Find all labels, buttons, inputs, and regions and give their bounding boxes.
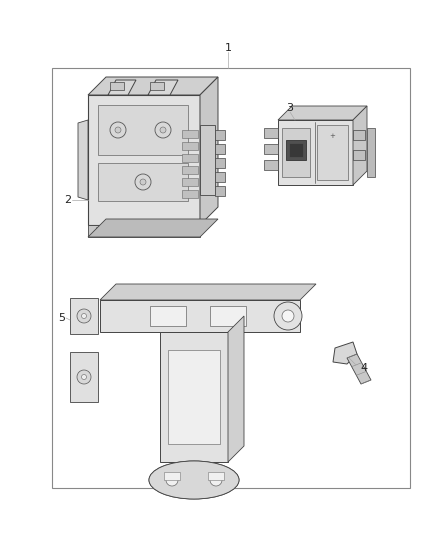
Bar — [182, 166, 198, 174]
Circle shape — [274, 302, 302, 330]
Bar — [215, 130, 225, 140]
Circle shape — [166, 474, 178, 486]
Bar — [353, 150, 365, 160]
Bar — [96, 227, 104, 235]
Bar — [150, 82, 164, 90]
Bar — [264, 160, 278, 170]
Circle shape — [140, 179, 146, 185]
Circle shape — [77, 309, 91, 323]
Bar — [367, 128, 375, 177]
Bar — [282, 128, 310, 177]
Bar — [215, 158, 225, 168]
Bar — [200, 125, 215, 195]
Bar — [278, 120, 353, 185]
Circle shape — [155, 122, 171, 138]
Circle shape — [135, 174, 151, 190]
Bar — [88, 225, 200, 237]
Polygon shape — [353, 106, 367, 185]
Bar — [88, 95, 200, 225]
Bar — [317, 125, 348, 180]
Polygon shape — [88, 77, 218, 95]
Polygon shape — [78, 120, 88, 200]
Circle shape — [210, 474, 222, 486]
Text: 2: 2 — [64, 195, 71, 205]
Bar — [286, 140, 306, 160]
Bar — [160, 332, 228, 462]
Circle shape — [110, 122, 126, 138]
Text: 4: 4 — [360, 363, 367, 373]
Polygon shape — [100, 284, 316, 300]
Polygon shape — [148, 80, 178, 95]
Polygon shape — [333, 342, 357, 364]
Bar — [150, 306, 186, 326]
Bar — [215, 172, 225, 182]
Circle shape — [81, 375, 86, 379]
Circle shape — [115, 127, 121, 133]
Bar — [168, 350, 220, 444]
Bar — [98, 163, 188, 201]
Bar — [110, 82, 124, 90]
Bar — [98, 105, 188, 155]
Circle shape — [77, 370, 91, 384]
Bar — [52, 68, 410, 488]
Text: 5: 5 — [59, 313, 66, 323]
Circle shape — [81, 313, 86, 319]
Text: +: + — [329, 133, 335, 139]
Bar — [108, 227, 116, 235]
Circle shape — [160, 127, 166, 133]
Bar — [182, 130, 198, 138]
Polygon shape — [278, 106, 367, 120]
Bar — [264, 144, 278, 154]
Polygon shape — [88, 219, 218, 237]
Bar — [289, 143, 303, 157]
Bar — [264, 128, 278, 138]
Circle shape — [282, 310, 294, 322]
Bar — [182, 190, 198, 198]
Text: 3: 3 — [286, 103, 293, 113]
Bar — [210, 306, 246, 326]
Bar — [120, 227, 128, 235]
Bar — [100, 300, 300, 332]
Bar — [182, 154, 198, 162]
Bar — [70, 352, 98, 402]
Ellipse shape — [149, 461, 239, 499]
Bar — [164, 472, 180, 480]
Bar — [182, 178, 198, 186]
Bar — [215, 144, 225, 154]
Bar — [70, 298, 98, 334]
Polygon shape — [347, 354, 371, 384]
Polygon shape — [200, 77, 218, 225]
Bar — [182, 142, 198, 150]
Ellipse shape — [149, 461, 239, 499]
Bar — [208, 472, 224, 480]
Bar — [215, 186, 225, 196]
Bar — [353, 130, 365, 140]
Polygon shape — [228, 316, 244, 462]
Text: 1: 1 — [225, 43, 232, 53]
Polygon shape — [108, 80, 136, 95]
